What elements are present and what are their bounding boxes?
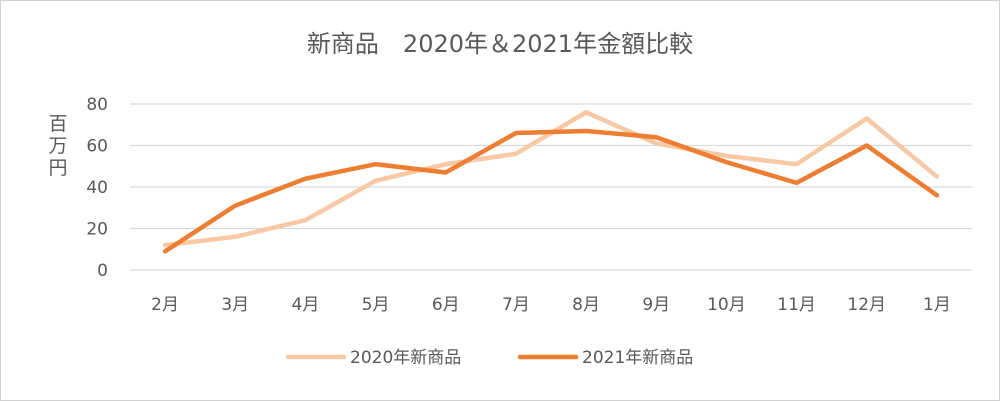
gridlines [130,103,972,271]
series-line-2 [162,128,940,254]
series-lines [162,110,940,254]
x-tick-label: 6月 [432,295,460,315]
y-axis-ticks: 0 20 40 60 80 [86,95,108,281]
x-tick-label: 2月 [151,295,179,315]
y-axis-title: 百万円 [48,113,67,179]
chart-title: 新商品 2020年＆2021年金額比較 [307,30,693,58]
x-tick-label: 3月 [221,295,249,315]
y-axis-title-char: 円 [48,157,67,179]
x-tick-label: 4月 [292,295,320,315]
legend-label: 2021年新商品 [582,348,693,368]
x-tick-label: 8月 [572,295,600,315]
x-tick-label: 5月 [362,295,390,315]
x-tick-label: 9月 [642,295,670,315]
y-axis-title-char: 百 [48,113,67,135]
y-tick-label: 40 [86,178,108,198]
y-tick-label: 60 [86,137,108,157]
x-tick-label: 11月 [777,295,816,315]
x-tick-label: 7月 [502,295,530,315]
legend: 2020年新商品 2021年新商品 [285,348,693,368]
x-axis-ticks: 2月 3月 4月 5月 6月 7月 8月 9月 10月 11月 12月 1月 [151,295,951,315]
y-axis-title-char: 万 [48,135,67,157]
y-tick-label: 0 [97,261,108,281]
x-tick-label: 12月 [847,295,886,315]
x-tick-label: 1月 [923,295,951,315]
x-tick-label: 10月 [707,295,746,315]
y-tick-label: 80 [86,95,108,115]
y-tick-label: 20 [86,220,108,240]
legend-label: 2020年新商品 [350,348,461,368]
